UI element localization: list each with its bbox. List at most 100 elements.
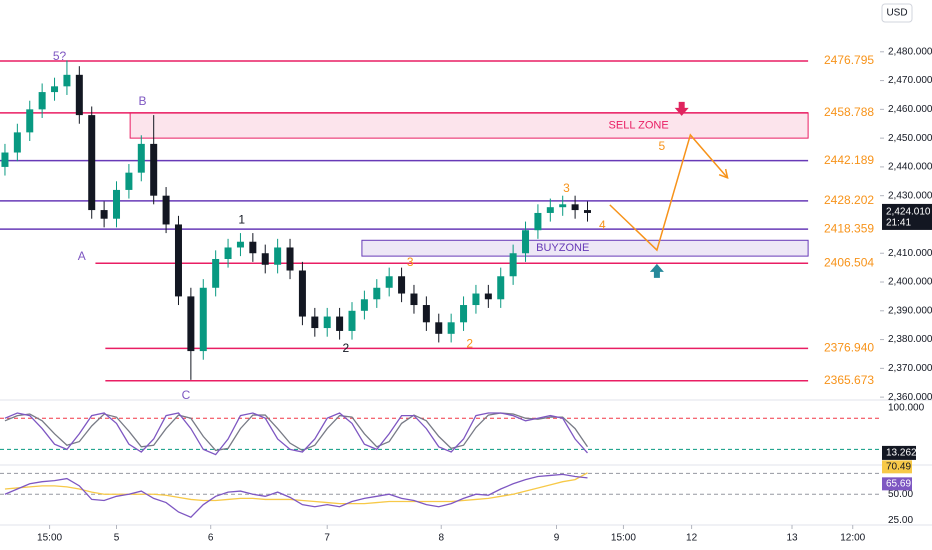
candle-body xyxy=(199,287,207,352)
y-tick-label: 2,360.000 xyxy=(888,392,932,403)
wave-label: 1 xyxy=(238,212,245,226)
y-tick-label: 2,410.000 xyxy=(888,248,932,259)
candle-body xyxy=(236,241,244,248)
candle-body xyxy=(274,247,282,265)
candle-body xyxy=(1,152,9,167)
wave-label: 2 xyxy=(342,341,349,355)
level-label: 2365.673 xyxy=(824,373,874,387)
candle-body xyxy=(224,247,232,259)
candle-body xyxy=(410,293,418,306)
candle-body xyxy=(63,74,71,87)
currency-box[interactable] xyxy=(881,3,913,23)
candle-body xyxy=(422,305,430,323)
candle-body xyxy=(460,305,468,323)
candle-body xyxy=(373,287,381,300)
y-tick-label: 2,480.000 xyxy=(888,46,932,57)
candle-body xyxy=(174,224,182,297)
y-tick-label: 2,440.000 xyxy=(888,162,932,173)
y-tick-label: 100.000 xyxy=(888,402,925,413)
wave-label: B xyxy=(139,94,147,108)
candle-body xyxy=(385,276,393,288)
y-tick-label: 2,450.000 xyxy=(888,133,932,144)
rsi-last: 65.69 xyxy=(886,478,911,489)
x-tick-label: 9 xyxy=(554,533,560,544)
stoch-k xyxy=(4,412,588,456)
candle-body xyxy=(150,143,158,196)
x-tick-label: 12 xyxy=(686,533,698,544)
y-tick-label: 2,430.000 xyxy=(888,190,932,201)
level-label: 2476.795 xyxy=(824,53,874,67)
x-tick-label: 15:00 xyxy=(611,533,636,544)
rsi-ma-last-box xyxy=(882,460,912,474)
candle-body xyxy=(113,189,121,219)
rsi-ma-last: 70.49 xyxy=(886,461,911,472)
y-tick-label: 2,460.000 xyxy=(888,104,932,115)
candle-body xyxy=(509,253,517,277)
x-tick-label: 7 xyxy=(324,533,330,544)
candle-body xyxy=(75,74,83,116)
last-price-box xyxy=(882,203,932,230)
candle-body xyxy=(497,276,505,300)
candle-body xyxy=(100,210,108,219)
zone-label: SELL ZONE xyxy=(609,119,669,131)
wave-label: 5? xyxy=(53,49,67,63)
y-tick-label: 50.00 xyxy=(888,489,913,500)
candle-body xyxy=(212,258,220,288)
level-label: 2406.504 xyxy=(824,255,874,269)
x-tick-label: 8 xyxy=(438,533,444,544)
candle-body xyxy=(298,270,306,317)
rsi-line xyxy=(4,473,588,518)
candle-body xyxy=(137,143,145,173)
arrow-down xyxy=(674,101,689,116)
y-tick-label: 2,400.000 xyxy=(888,277,932,288)
candle-body xyxy=(13,132,21,153)
last-price: 2,424.010 xyxy=(886,207,931,218)
y-tick-label: 2,370.000 xyxy=(888,363,932,374)
candle-body xyxy=(534,212,542,231)
wave-label: 3 xyxy=(407,255,414,269)
y-tick-label: 25.00 xyxy=(888,515,913,526)
x-tick-label: 15:00 xyxy=(37,533,62,544)
candle-body xyxy=(88,115,96,211)
level-label: 2458.788 xyxy=(824,105,874,119)
wave-label: A xyxy=(78,249,86,263)
x-tick-label: 6 xyxy=(208,533,214,544)
projection xyxy=(609,133,729,252)
candle-body xyxy=(435,322,443,334)
candle-body xyxy=(249,241,257,254)
wave-label: 3 xyxy=(563,181,570,195)
candle-body xyxy=(323,316,331,329)
candle-body xyxy=(522,230,530,254)
projection-arrowhead xyxy=(718,168,729,180)
x-tick-label: 13 xyxy=(786,533,798,544)
level-label: 2418.359 xyxy=(824,221,874,235)
zone xyxy=(129,112,809,139)
stoch-d xyxy=(4,412,589,452)
wave-label: C xyxy=(182,388,191,402)
wave-label: 4 xyxy=(599,218,606,232)
candle-body xyxy=(559,204,567,208)
candle-body xyxy=(26,109,34,133)
candle-body xyxy=(51,86,59,93)
candle-body xyxy=(162,195,170,225)
candle-body xyxy=(261,253,269,265)
y-tick-label: 2,390.000 xyxy=(888,305,932,316)
candle-body xyxy=(583,210,591,213)
candle-body xyxy=(336,316,344,331)
candle-body xyxy=(38,92,46,110)
countdown: 21:41 xyxy=(886,218,911,229)
arrow-up xyxy=(649,263,664,278)
stoch-last-box xyxy=(882,445,916,460)
zone xyxy=(361,239,809,257)
zone-label: BUYZONE xyxy=(536,242,589,254)
candle-body xyxy=(348,310,356,331)
x-tick-label: 12:00 xyxy=(840,533,865,544)
level-label: 2376.940 xyxy=(824,341,874,355)
rsi-ma xyxy=(4,472,588,505)
candle-body xyxy=(187,296,195,352)
candle-body xyxy=(311,316,319,329)
x-tick-label: 5 xyxy=(114,533,120,544)
